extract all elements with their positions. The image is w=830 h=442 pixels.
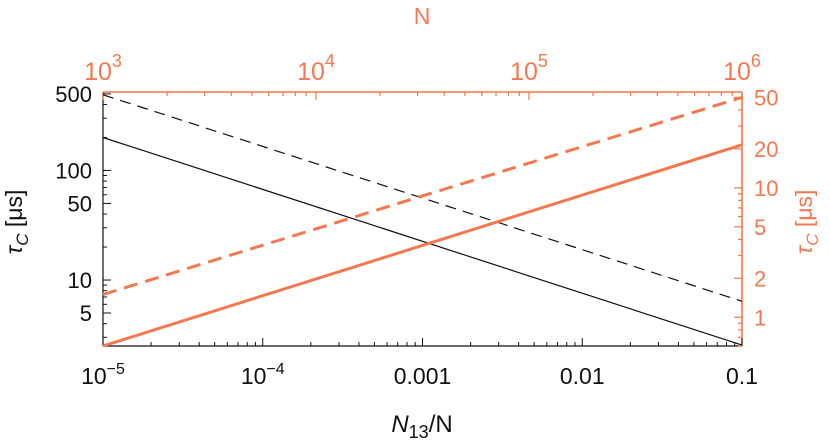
bottom-tick-base: 10 [241,363,267,389]
bottom-tick-label: 0.001 [394,363,452,389]
top-tick-label: 103 [84,51,122,86]
bottom-tick-text: 0.001 [394,363,452,389]
top-tick-base: 10 [297,58,325,86]
left-tick-label: 500 [55,82,92,107]
right-axis-title-tail: [μs] [791,190,817,234]
bottom-tick-text: 0.01 [560,363,605,389]
right-tick-label: 5 [754,215,766,240]
top-tick-exp: 6 [751,51,761,71]
top-tick-base: 10 [723,58,751,86]
top-tick-label: 104 [297,51,335,86]
bottom-axis-title: N13/N [391,411,452,442]
top-tick-label: 106 [723,51,761,86]
left-axis-title: τC [μs] [1,190,32,255]
top-tick-exp: 5 [538,51,548,71]
top-tick-label: 105 [510,51,548,86]
top-tick-base: 10 [510,58,538,86]
series-line-1 [102,94,743,302]
bottom-tick-exp: −4 [266,361,284,378]
left-axis-title-tail: [μs] [1,190,27,234]
bottom-axis-title-tail: /N [429,411,453,438]
bottom-tick-label: 10−4 [241,361,285,389]
top-axis-title: N [414,3,431,29]
bottom-axis-title-main: N [391,411,409,438]
left-axis-title-main: τ [1,244,27,254]
series-line-3 [102,95,743,296]
left-axis-title-sub: C [13,233,32,246]
right-tick-label: 1 [754,305,766,330]
bottom-tick-exp: −5 [107,361,125,378]
top-tick-base: 10 [84,58,112,86]
top-tick-exp: 4 [325,51,335,71]
right-axis-title-main: τ [791,244,817,254]
left-tick-label: 10 [68,268,92,293]
top-tick-exp: 3 [112,51,122,71]
bottom-axis-title-sub: 13 [409,422,429,442]
left-tick-label: 5 [80,301,92,326]
series-line-2 [102,143,743,348]
left-tick-label: 100 [55,158,92,183]
left-tick-label: 50 [68,191,92,216]
bottom-tick-text: 0.1 [726,363,758,389]
right-tick-label: 10 [754,176,778,201]
bottom-tick-label: 0.01 [560,363,605,389]
series-line-0 [102,136,743,346]
right-axis-title-sub: C [803,233,822,246]
bottom-tick-base: 10 [81,363,107,389]
bottom-tick-label: 10−5 [81,361,125,389]
right-axis-title: τC [μs] [791,190,822,255]
right-tick-label: 20 [754,137,778,162]
bottom-tick-label: 0.1 [726,363,758,389]
right-tick-label: 2 [754,266,766,291]
right-tick-label: 50 [754,85,778,110]
